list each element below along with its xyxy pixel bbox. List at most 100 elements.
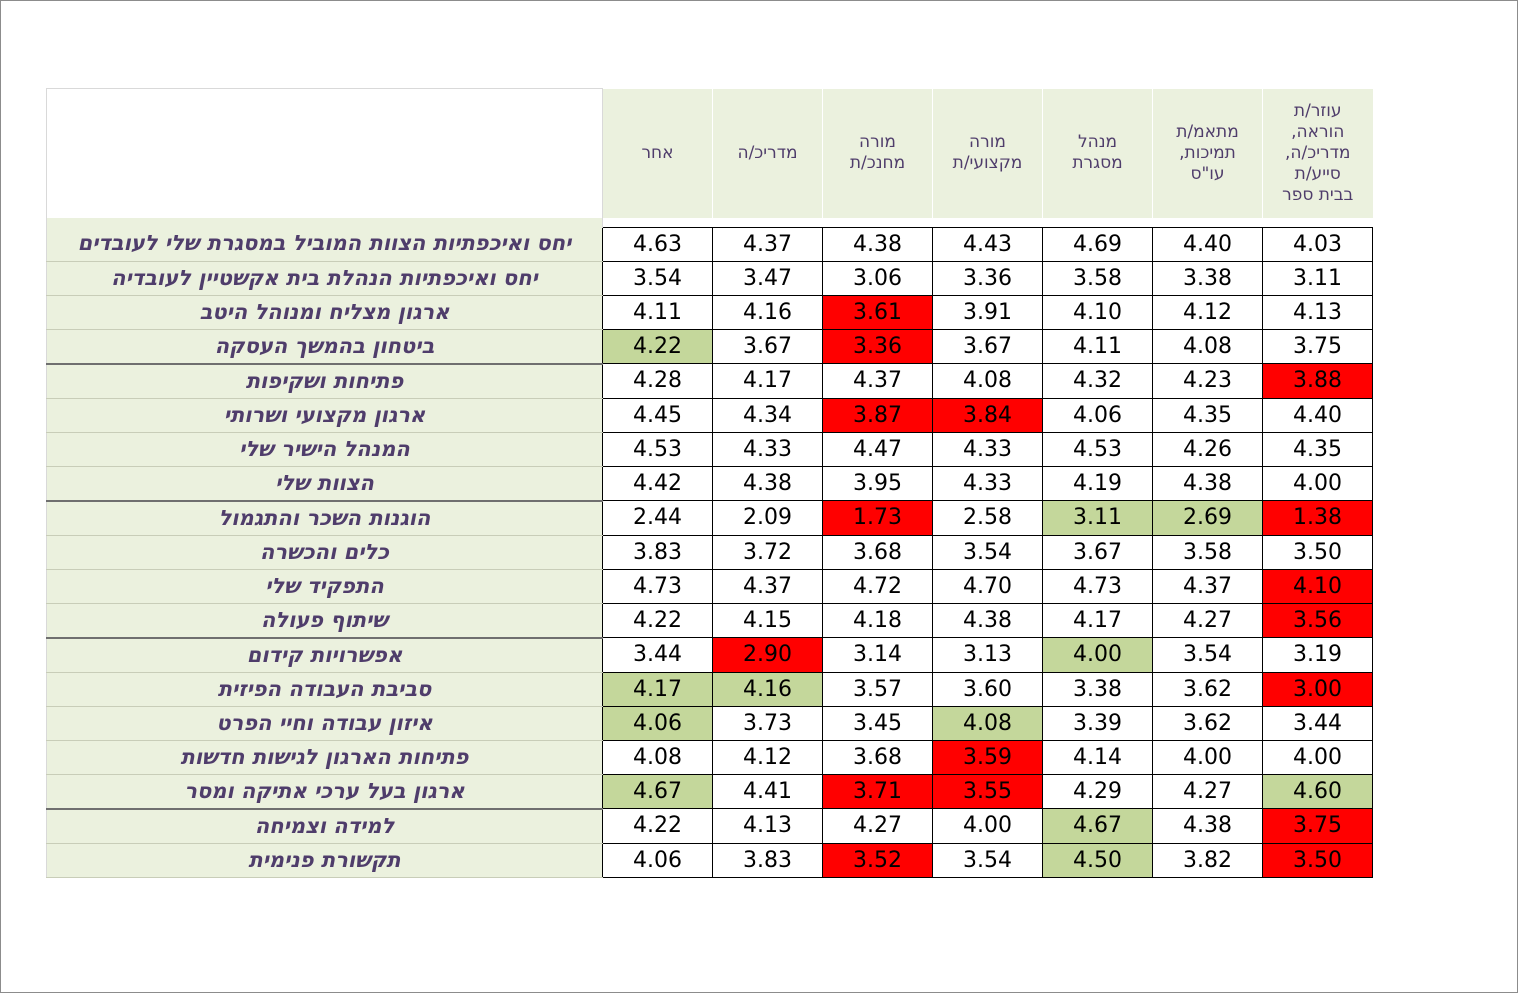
row-label: יחס ואיכפתיות הצוות המוביל במסגרת שלי לע…	[46, 227, 603, 262]
column-header-line: תמיכות,	[1179, 142, 1236, 163]
column-header-line: סייע/ת	[1294, 163, 1341, 184]
column-header-line: מדריכ/ה,	[1285, 142, 1351, 163]
value-cell: 3.73	[712, 705, 823, 741]
table-row: כלים והכשרה 3.83 3.72 3.68 3.54 3.67 3.58 3.50	[46, 534, 1373, 570]
value-cell: 3.62	[1152, 705, 1263, 741]
header-corner	[46, 88, 603, 218]
value-cell: 4.19	[1042, 465, 1153, 501]
value-cell: 4.17	[1042, 602, 1153, 638]
value-cell: 3.95	[822, 465, 933, 501]
table-row: אפשרויות קידום 3.44 2.90 3.14 3.13 4.00 3.54 3.…	[46, 637, 1373, 673]
value-cell: 4.16	[712, 294, 823, 330]
header-row: אחר מדריכ/ה מורה מחנכ/ת מורה מקצועי/ת מנהל…	[46, 88, 1373, 218]
column-header: אחר	[602, 88, 713, 218]
table-body: יחס ואיכפתיות הצוות המוביל במסגרת שלי לע…	[46, 226, 1373, 878]
value-cell: 2.58	[932, 500, 1043, 536]
value-cell: 4.00	[932, 808, 1043, 844]
value-cell: 4.13	[1262, 294, 1373, 330]
value-cell: 3.54	[602, 260, 713, 296]
value-cell: 4.32	[1042, 363, 1153, 399]
column-header: מנהל מסגרת	[1042, 88, 1153, 218]
value-cell: 4.53	[1042, 431, 1153, 467]
table-row: יחס ואיכפתיות הצוות המוביל במסגרת שלי לע…	[46, 226, 1373, 262]
value-cell: 3.06	[822, 260, 933, 296]
table-row: פתיחות ושקיפות 4.28 4.17 4.37 4.08 4.32 4.23 3.…	[46, 363, 1373, 399]
value-cell: 1.73	[822, 500, 933, 536]
value-cell: 1.38	[1262, 500, 1373, 536]
value-cell: 3.71	[822, 773, 933, 809]
row-label: המנהל הישיר שלי	[46, 432, 603, 467]
table-row: למידה וצמיחה 4.22 4.13 4.27 4.00 4.67 4.38 3.75	[46, 808, 1373, 844]
value-cell: 3.75	[1262, 808, 1373, 844]
value-cell: 4.10	[1042, 294, 1153, 330]
value-cell: 3.50	[1262, 842, 1373, 878]
value-cell: 4.13	[712, 808, 823, 844]
value-cell: 4.03	[1262, 226, 1373, 262]
value-cell: 3.67	[1042, 534, 1153, 570]
value-cell: 3.88	[1262, 363, 1373, 399]
value-cell: 3.14	[822, 637, 933, 673]
gap-blank	[602, 217, 1373, 227]
value-cell: 3.50	[1262, 534, 1373, 570]
row-label: ארגון מקצועי ושרותי	[46, 398, 603, 433]
table-row: יחס ואיכפתיות הנהלת בית אקשטיין לעובדיה 3…	[46, 260, 1373, 296]
value-cell: 4.18	[822, 602, 933, 638]
value-cell: 4.27	[1152, 602, 1263, 638]
table-row: ארגון בעל ערכי אתיקה ומסר 4.67 4.41 3.71 3.5…	[46, 773, 1373, 810]
value-cell: 4.10	[1262, 568, 1373, 604]
value-cell: 4.17	[602, 671, 713, 707]
value-cell: 3.67	[712, 328, 823, 364]
value-cell: 3.67	[932, 328, 1043, 364]
value-cell: 3.82	[1152, 842, 1263, 878]
value-cell: 4.06	[602, 705, 713, 741]
value-cell: 4.35	[1262, 431, 1373, 467]
value-cell: 4.60	[1262, 773, 1373, 809]
value-cell: 3.52	[822, 842, 933, 878]
value-cell: 3.11	[1262, 260, 1373, 296]
row-label: אפשרויות קידום	[46, 637, 603, 673]
value-cell: 4.37	[712, 568, 823, 604]
value-cell: 4.08	[932, 705, 1043, 741]
value-cell: 4.42	[602, 465, 713, 501]
value-cell: 3.75	[1262, 328, 1373, 364]
table-row: תקשורת פנימית 4.06 3.83 3.52 3.54 4.50 3.82 3.5…	[46, 842, 1373, 878]
column-header-line: מנהל	[1077, 132, 1118, 152]
table-row: ביטחון בהמשך העסקה 4.22 3.67 3.36 3.67 4.11 4.…	[46, 328, 1373, 365]
value-cell: 4.27	[1152, 773, 1263, 809]
value-cell: 4.73	[602, 568, 713, 604]
value-cell: 4.15	[712, 602, 823, 638]
value-cell: 4.35	[1152, 397, 1263, 433]
value-cell: 4.67	[1042, 808, 1153, 844]
value-cell: 2.90	[712, 637, 823, 673]
value-cell: 3.55	[932, 773, 1043, 809]
value-cell: 4.72	[822, 568, 933, 604]
value-cell: 4.00	[1152, 739, 1263, 775]
column-header: מורה מקצועי/ת	[932, 88, 1043, 218]
value-cell: 4.00	[1262, 739, 1373, 775]
table-row: ארגון מצליח ומנוהל היטב 4.11 4.16 3.61 3.91 4…	[46, 294, 1373, 330]
row-label: פתיחות הארגון לגישות חדשות	[46, 740, 603, 775]
table-row: סביבת העבודה הפיזית 4.17 4.16 3.57 3.60 3.38 3…	[46, 671, 1373, 707]
column-header-line: בבית ספר	[1282, 184, 1354, 205]
value-cell: 4.06	[602, 842, 713, 878]
row-label: הצוות שלי	[46, 466, 603, 502]
value-cell: 3.54	[1152, 637, 1263, 673]
value-cell: 3.72	[712, 534, 823, 570]
value-cell: 3.68	[822, 739, 933, 775]
value-cell: 3.56	[1262, 602, 1373, 638]
value-cell: 3.38	[1152, 260, 1263, 296]
value-cell: 4.50	[1042, 842, 1153, 878]
value-cell: 4.08	[602, 739, 713, 775]
row-label: סביבת העבודה הפיזית	[46, 672, 603, 707]
value-cell: 4.70	[932, 568, 1043, 604]
value-cell: 3.47	[712, 260, 823, 296]
value-cell: 3.13	[932, 637, 1043, 673]
value-cell: 4.11	[1042, 328, 1153, 364]
value-cell: 4.08	[932, 363, 1043, 399]
value-cell: 2.09	[712, 500, 823, 536]
value-cell: 4.17	[712, 363, 823, 399]
value-cell: 4.06	[1042, 397, 1153, 433]
value-cell: 2.44	[602, 500, 713, 536]
column-header-line: עו"ס	[1190, 163, 1225, 184]
